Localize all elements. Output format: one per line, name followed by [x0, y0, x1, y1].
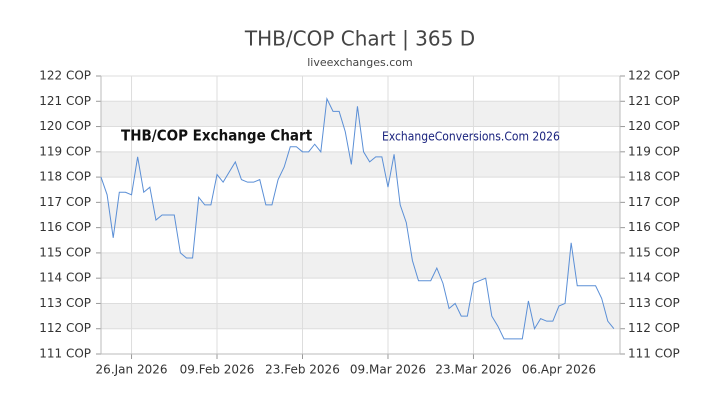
x-tick-label: 23.Feb 2026	[265, 363, 340, 377]
y-tick-label: 122 COP	[39, 69, 91, 83]
y-tick-label: 114 COP	[39, 271, 91, 285]
line-series	[100, 96, 615, 340]
y2-tick-label: 113 COP	[628, 296, 680, 310]
y-tick-label: 112 COP	[39, 321, 91, 335]
y2-tick-label: 117 COP	[628, 195, 680, 209]
grid-band	[101, 202, 620, 228]
y2-tick-label: 122 COP	[628, 69, 680, 83]
y-tick-label: 111 COP	[39, 347, 91, 361]
y2-tick-label: 111 COP	[628, 347, 680, 361]
annotation: ExchangeConversions.Com 2026	[382, 130, 560, 144]
y-tick-label: 116 COP	[39, 220, 91, 234]
grid-band	[101, 303, 620, 329]
grid-bands	[101, 101, 620, 329]
y2-tick-label: 115 COP	[628, 245, 680, 259]
y2-tick-label: 121 COP	[628, 94, 680, 108]
y2-tick-label: 120 COP	[628, 119, 680, 133]
y2-tick-label: 116 COP	[628, 220, 680, 234]
y2-tick-label: 119 COP	[628, 144, 680, 158]
y2-tick-label: 112 COP	[628, 321, 680, 335]
x-tick-label: 26.Jan 2026	[96, 363, 168, 377]
y-tick-label: 119 COP	[39, 144, 91, 158]
y2-tick-label: 118 COP	[628, 170, 680, 184]
grid-band	[101, 151, 620, 178]
chart-subtitle: liveexchanges.com	[307, 56, 412, 69]
y-tick-label: 121 COP	[39, 94, 91, 108]
y-tick-label: 120 COP	[39, 119, 91, 133]
y-tick-label: 118 COP	[39, 170, 91, 184]
x-tick-label: 09.Feb 2026	[180, 363, 255, 377]
y-tick-label: 113 COP	[39, 296, 91, 310]
grid-band	[101, 252, 620, 279]
x-tick-label: 06.Apr 2026	[522, 363, 596, 377]
y2-tick-label: 114 COP	[628, 271, 680, 285]
annotation: THB/COP Exchange Chart	[121, 127, 313, 145]
y-tick-label: 117 COP	[39, 195, 91, 209]
grid-band	[101, 101, 620, 127]
x-tick-label: 09.Mar 2026	[350, 363, 426, 377]
chart-title: THB/COP Chart | 365 D	[244, 27, 475, 51]
y-tick-label: 115 COP	[39, 245, 91, 259]
x-tick-label: 23.Mar 2026	[435, 363, 511, 377]
